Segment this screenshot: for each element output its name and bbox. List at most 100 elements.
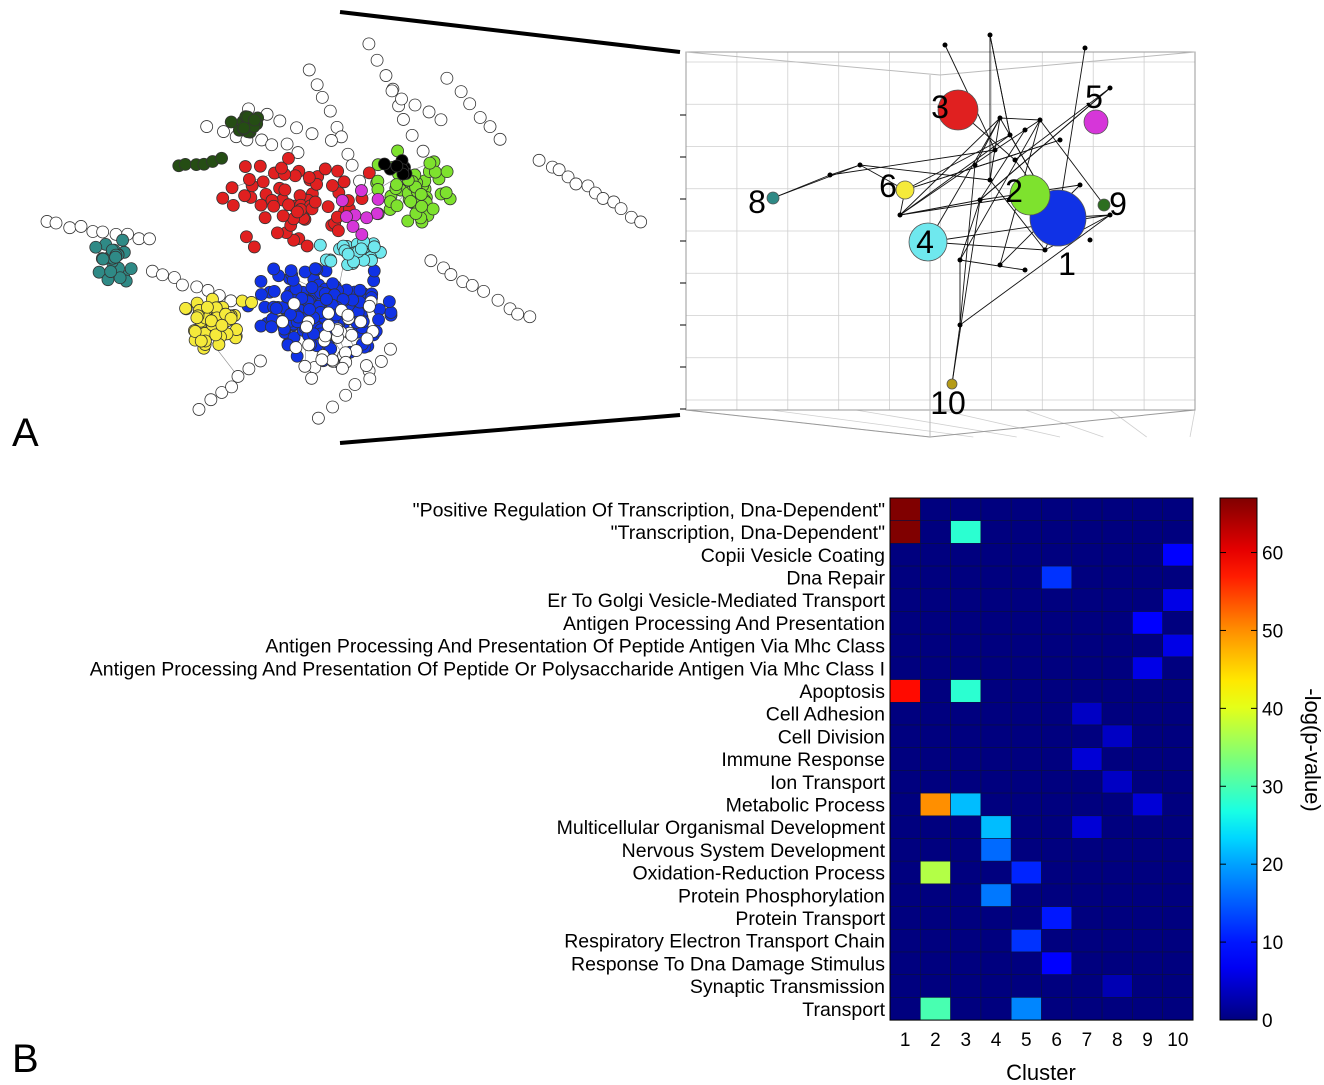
column-label: 4 [991,1030,1002,1051]
grid-line [855,409,1017,438]
column-label: 1 [900,1030,911,1051]
heatmap-cell [1162,951,1194,976]
network-node [188,325,202,338]
heatmap-cell [980,974,1012,998]
network-node [267,199,281,213]
network-node [325,134,338,147]
colorbar-tick-label: 0 [1262,1011,1273,1032]
network-node [370,207,384,220]
network-node [331,224,345,238]
network-node [404,195,417,208]
network-node [104,265,118,278]
column-label: 9 [1142,1030,1153,1051]
heatmap-cell [1162,520,1194,544]
network-node [258,211,272,225]
heatmap-cell [950,860,982,885]
network-node [179,301,192,315]
heatmap-cell [950,724,982,749]
heatmap-cell [1132,611,1164,635]
network-node [254,198,268,212]
heatmap-cell [1162,883,1194,907]
cluster-subnode [997,115,1003,121]
network-node [341,308,355,322]
network-node [440,71,454,85]
heatmap-cell [1162,906,1194,930]
heatmap-cell [1101,997,1133,1021]
colorbar-title: -log(p-value) [1300,688,1324,812]
network-node [335,194,349,207]
network-node [477,284,490,298]
zoom-connector-top [339,10,681,54]
colorbar-tick-label: 50 [1262,621,1283,642]
heatmap-cell [919,997,951,1021]
heatmap-cell [1071,656,1103,680]
cluster-subnode [857,162,863,168]
row-label: Response To Dna Damage Stimulus [571,953,885,975]
network-node [440,165,454,179]
heatmap-cell [950,838,982,862]
x-axis-title: Cluster [1006,1060,1076,1085]
heatmap-cell [980,860,1012,885]
heatmap-cell [889,565,921,590]
cluster-node [908,222,948,262]
heatmap-cell [1010,883,1042,907]
network-node [336,361,349,375]
heatmap-cell [1071,815,1103,839]
network-node [276,209,290,223]
heatmap-cell [1101,770,1133,794]
network-node [204,314,218,328]
row-label: Transport [802,999,885,1021]
heatmap-cell [980,770,1012,794]
heatmap [889,497,1194,1021]
network-node [384,306,398,319]
heatmap-cell [980,543,1012,567]
heatmap-cell [1071,792,1103,817]
network-node [493,132,507,146]
row-label: Ion Transport [770,772,885,794]
network-node [237,121,251,135]
network-node [143,232,156,246]
cluster-subnode [957,322,963,328]
heatmap-cell [889,770,921,794]
heatmap-cell [1101,815,1133,839]
heatmap-cell [1071,951,1103,976]
network-node [242,362,256,376]
heatmap-cell [1162,565,1194,590]
heatmap-cell [980,951,1012,976]
row-label: Respiratory Electron Transport Chain [564,931,885,953]
heatmap-cell [950,633,982,658]
colorbar [1219,497,1258,1021]
network-node [569,177,583,191]
cluster-edge [959,119,1041,261]
colorbar-tick-label: 40 [1262,699,1283,720]
network-node [178,157,192,171]
heatmap-cell [1041,543,1073,567]
heatmap-cell [889,997,921,1021]
cluster-edge [899,149,996,216]
heatmap-cell [1071,747,1103,771]
heatmap-cell [980,747,1012,771]
network-node [362,37,376,51]
cluster-subnode [972,162,978,168]
heatmap-cell [919,747,951,771]
cluster-subnode [957,257,963,263]
heatmap-cell [1071,701,1103,726]
cluster-edge [899,194,1031,216]
heatmap-cell [1071,928,1103,953]
network-node [116,233,129,247]
grid-line [770,409,974,438]
network-node [370,53,384,67]
network-node [422,105,436,119]
network-node [318,162,332,176]
cluster-subnode [992,147,998,153]
cluster-subnode [827,172,833,178]
heatmap-cell [1010,997,1042,1021]
column-label: 5 [1021,1030,1032,1051]
cluster-node [937,89,979,131]
heatmap-cell [919,679,951,703]
cluster-subnode [1012,157,1018,163]
heatmap-cell [889,497,921,522]
heatmap-cell [1101,543,1133,567]
colorbar-tick-label: 10 [1262,933,1283,954]
